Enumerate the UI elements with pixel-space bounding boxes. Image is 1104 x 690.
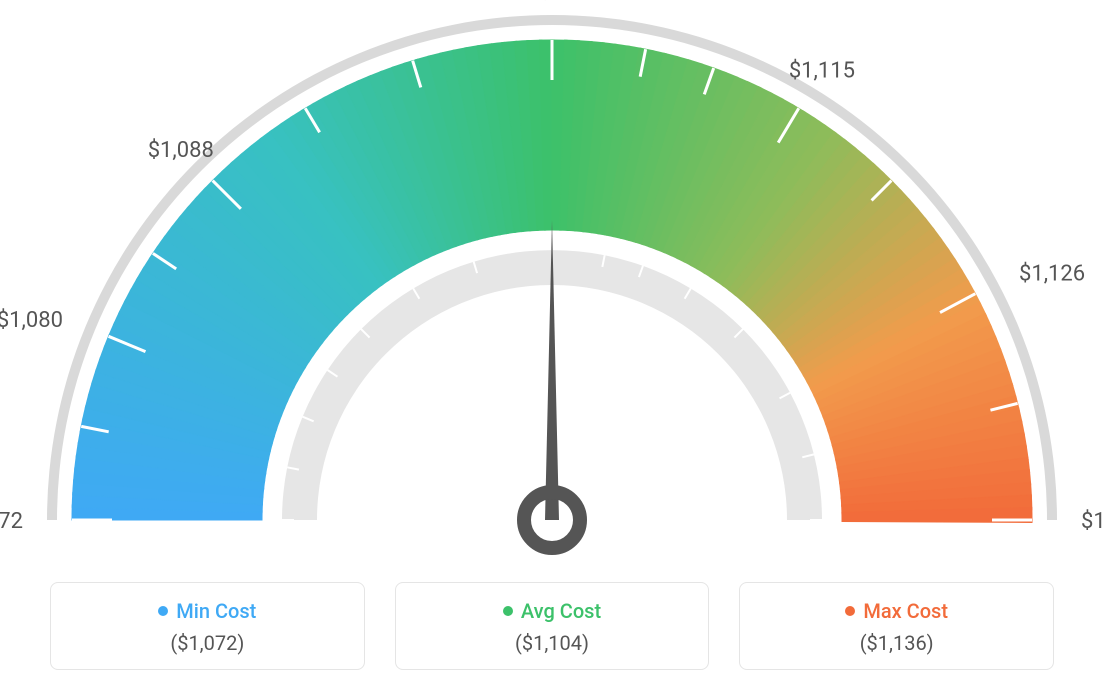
- legend-max-dot: [845, 606, 855, 616]
- chart-container: $1,072 $1,080 $1,088 $1,104 $1,115 $1,126 $1,1…: [0, 0, 1104, 690]
- svg-text:$1,136: $1,136: [1081, 509, 1104, 534]
- legend-min-dot: [158, 606, 168, 616]
- svg-text:$1,088: $1,088: [148, 138, 214, 163]
- legend-avg-dot: [503, 606, 513, 616]
- gauge: $1,072 $1,080 $1,088 $1,104 $1,115 $1,126 $1,1…: [0, 0, 1104, 560]
- legend-min-card: Min Cost ($1,072): [50, 582, 365, 670]
- legend-min-value: ($1,072): [61, 631, 354, 655]
- legend-max-card: Max Cost ($1,136): [739, 582, 1054, 670]
- legend-max-title: Max Cost: [845, 599, 948, 623]
- legend-avg-title: Avg Cost: [503, 599, 601, 623]
- legend-max-label: Max Cost: [863, 599, 948, 623]
- legend-min-title: Min Cost: [158, 599, 256, 623]
- legend-avg-label: Avg Cost: [521, 599, 601, 623]
- svg-text:$1,115: $1,115: [789, 59, 855, 84]
- svg-text:$1,072: $1,072: [0, 509, 23, 534]
- svg-text:$1,126: $1,126: [1019, 262, 1085, 287]
- svg-text:$1,080: $1,080: [0, 308, 63, 333]
- legend-row: Min Cost ($1,072) Avg Cost ($1,104) Max …: [50, 582, 1054, 670]
- svg-text:$1,104: $1,104: [519, 0, 585, 3]
- legend-avg-card: Avg Cost ($1,104): [395, 582, 710, 670]
- legend-min-label: Min Cost: [176, 599, 256, 623]
- legend-max-value: ($1,136): [750, 631, 1043, 655]
- legend-avg-value: ($1,104): [406, 631, 699, 655]
